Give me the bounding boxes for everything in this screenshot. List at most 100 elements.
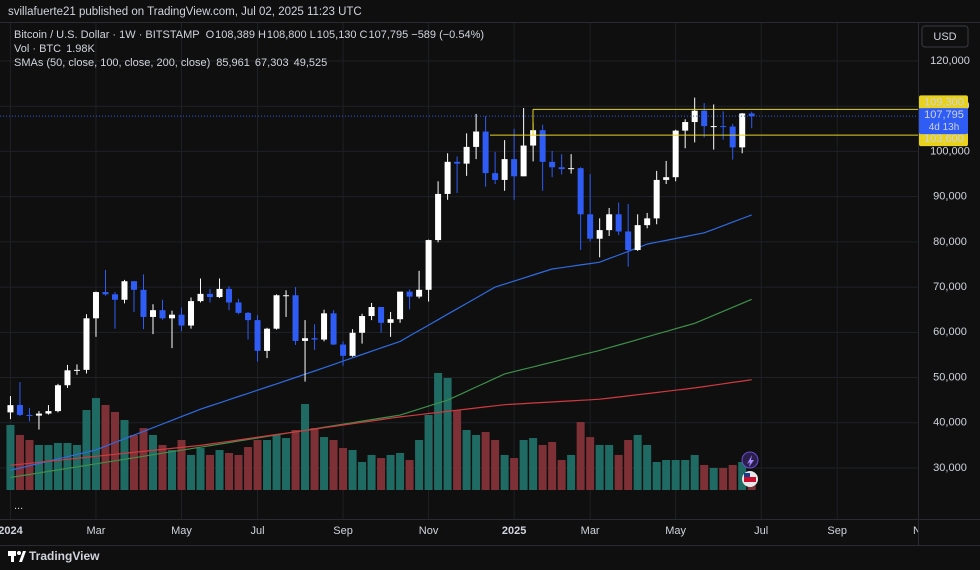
candle-body	[226, 288, 233, 303]
x-tick-label: Jul	[251, 525, 265, 537]
volume-bar	[34, 444, 43, 490]
volume-bar	[272, 434, 281, 490]
volume-bar	[491, 440, 500, 490]
volume-bar	[129, 434, 138, 490]
volume-bar	[595, 444, 604, 490]
volume-bar	[662, 460, 671, 490]
price-axis: 30,000 40,000 50,000 60,000 70,000 80,000 90,0…	[919, 55, 970, 474]
candle-body	[672, 130, 679, 178]
candle-body	[245, 312, 252, 321]
candle-body	[520, 145, 527, 177]
candle-body	[539, 130, 546, 162]
volume-bar	[358, 461, 367, 490]
volume-bar	[234, 454, 243, 490]
candle-body	[416, 289, 423, 297]
sma-value: 49,525	[294, 57, 328, 69]
volume-bar	[339, 448, 348, 490]
volume-bar	[139, 428, 148, 490]
candle-body	[216, 288, 223, 298]
volume-bar	[548, 441, 557, 490]
candle-body	[321, 313, 328, 340]
y-tick-label: 90,000	[933, 191, 967, 203]
volume-bar	[605, 444, 614, 490]
y-tick-label: 70,000	[933, 281, 967, 293]
currency-button[interactable]	[921, 25, 969, 48]
volume-bar	[614, 454, 623, 490]
sma-line	[10, 379, 752, 466]
candle-body	[368, 306, 375, 317]
candle-body	[653, 179, 660, 219]
volume-bar	[443, 378, 452, 490]
more-button[interactable]: ...	[14, 500, 23, 512]
flag	[744, 477, 756, 482]
candle-body	[425, 240, 432, 290]
volume-bar	[529, 438, 538, 490]
volume-bar	[6, 424, 15, 490]
volume-bar	[405, 460, 414, 490]
volume-bar	[63, 442, 72, 490]
volume-bar	[168, 450, 177, 490]
volume-bar	[728, 464, 737, 490]
candle-body	[35, 413, 42, 416]
volume-bar	[424, 414, 433, 490]
volume-bar	[101, 404, 110, 490]
last-price-label: 107,795	[924, 109, 964, 121]
volume-bar	[510, 458, 519, 490]
x-tick-label: Jul	[754, 525, 768, 537]
candle-body	[54, 385, 61, 412]
volume-bar	[320, 437, 329, 490]
candle-body	[568, 168, 575, 170]
publisher-line: svillafuerte21 published on TradingView.…	[8, 6, 362, 18]
candle-body	[102, 292, 109, 295]
candle-body	[92, 292, 99, 319]
volume-bar	[624, 440, 633, 490]
candle-body	[254, 320, 261, 351]
candle-body	[729, 126, 736, 148]
sma-value: 85,961	[216, 57, 250, 69]
candle-body	[558, 167, 565, 170]
candle-body	[606, 214, 613, 231]
price-line-label: 103,600	[924, 133, 964, 145]
drawings	[0, 108, 918, 136]
x-tick-label: Nov	[913, 525, 933, 537]
x-tick-label: May	[171, 525, 192, 537]
volume-bar	[225, 452, 234, 490]
x-tick-label: Mar	[87, 525, 106, 537]
candles	[7, 97, 755, 430]
legend: Bitcoin / U.S. Dollar · 1W · BITSTAMP O 10…	[14, 29, 484, 69]
candle-body	[710, 126, 717, 128]
candle-body	[83, 318, 90, 370]
volume-legend: Vol · BTC	[14, 43, 61, 55]
volume-bar	[453, 410, 462, 490]
volume-bar	[120, 420, 129, 490]
volume-bar	[472, 434, 481, 490]
candle-body	[682, 122, 689, 131]
volume-bar	[367, 454, 376, 490]
time-axis: 2024 Mar May Jul Sep Nov 2025 Mar May Jul Sep Nov	[0, 525, 933, 537]
sma-legend: SMAs (50, close, 100, close, 200, close)	[14, 57, 210, 69]
sma-line	[10, 298, 752, 479]
candle-body	[501, 159, 508, 180]
candle-body	[169, 314, 176, 319]
candle-body	[207, 293, 214, 298]
candle-body	[64, 370, 71, 386]
logo	[17, 551, 21, 555]
currency[interactable]: USD	[933, 31, 956, 43]
volume-bar	[434, 373, 443, 490]
volume-bar	[557, 460, 566, 490]
candle-body	[178, 314, 185, 326]
volume-bar	[377, 458, 386, 490]
flag	[744, 473, 750, 477]
volume-bar	[500, 454, 509, 490]
volume-bar	[15, 434, 24, 490]
candle-body	[663, 177, 670, 180]
volume-bar	[481, 431, 490, 490]
volume-pane	[6, 373, 756, 490]
ohlc-value: 105,130	[317, 29, 357, 41]
candle-body	[340, 344, 347, 356]
brand-name: TradingView	[29, 549, 100, 563]
volume-bar	[82, 410, 91, 490]
change: −589 (−0.54%)	[411, 29, 484, 41]
